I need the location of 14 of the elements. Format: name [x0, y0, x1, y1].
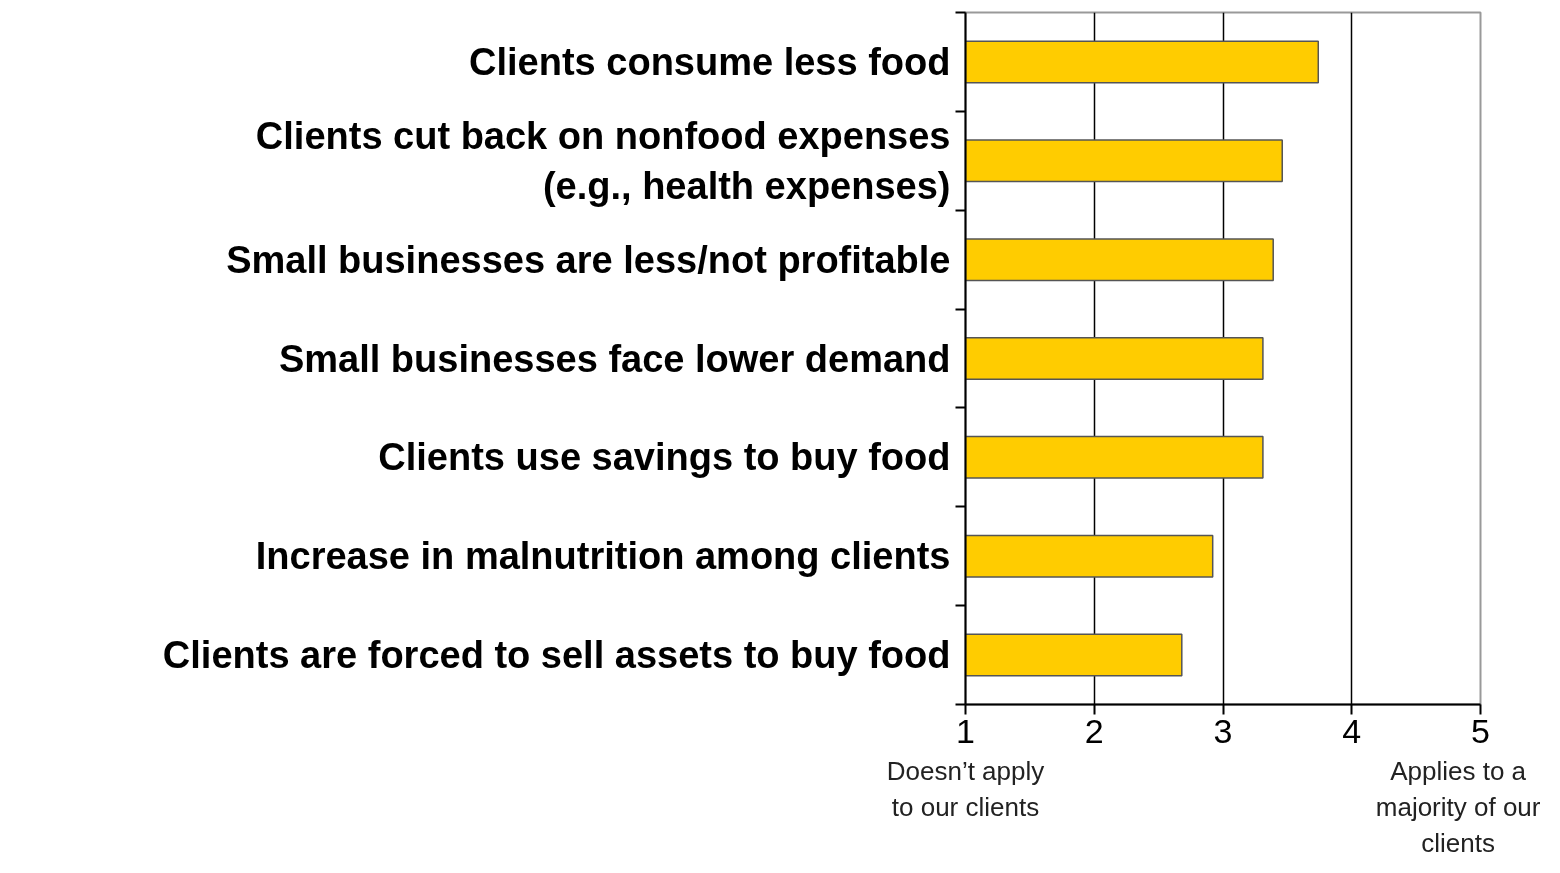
y-tick-label: Increase in malnutrition among clients	[255, 535, 951, 578]
x-tick-label: 2	[1084, 711, 1104, 750]
y-tick-label: Clients consume less food	[469, 40, 951, 83]
y-tick-label: Small businesses face lower demand	[278, 337, 951, 380]
text: Doesn’t apply to our clients	[886, 755, 1045, 822]
y-tick-label: Clients are forced to sell assets to buy food	[162, 634, 951, 677]
text: Applies to a majority of our clients	[1375, 755, 1541, 858]
x-tick-label: 5	[1471, 711, 1490, 750]
x-tick-label: 1	[956, 711, 975, 750]
x-tick-label: 3	[1213, 711, 1233, 750]
x-tick-label: 4	[1342, 711, 1362, 750]
y-tick-label: Small businesses are less/not profitable	[226, 238, 951, 281]
y-tick-label: Clients cut back on nonfood expenses (e.g., health expenses)	[255, 114, 951, 207]
y-tick-label: Clients use savings to buy food	[378, 436, 951, 479]
